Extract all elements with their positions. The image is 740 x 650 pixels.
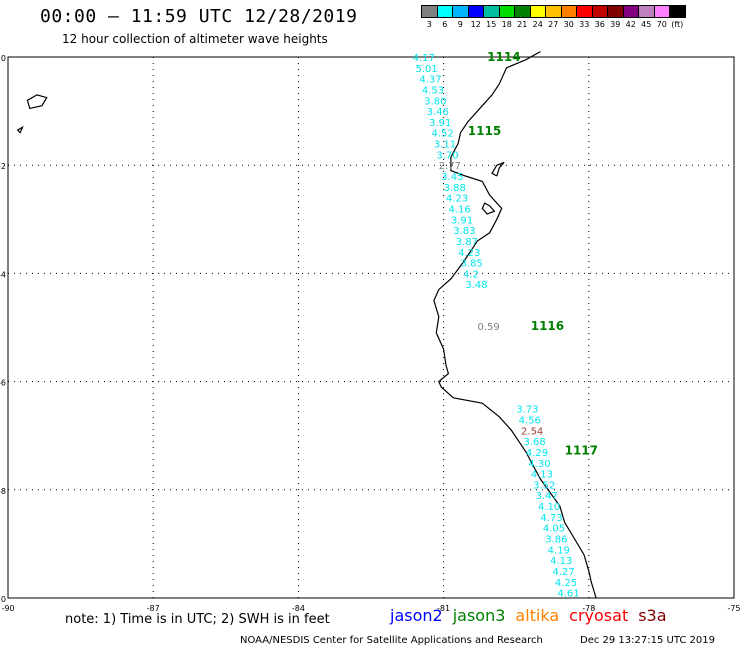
wave-height-label: 3.70 — [436, 150, 458, 161]
wave-height-label: 2.77 — [439, 161, 461, 172]
wave-height-label: 3.88 — [444, 183, 466, 194]
wave-height-label: 4.17 — [413, 53, 435, 64]
wave-height-label: 4.37 — [419, 75, 441, 86]
wave-height-label: 4.19 — [548, 545, 570, 556]
island-outline — [481, 202, 496, 215]
mission-jason2: jason2 — [390, 606, 443, 625]
wave-height-label: 4.23 — [458, 248, 480, 259]
wave-height-label: 3.85 — [461, 259, 483, 270]
wave-height-label: 3.68 — [523, 437, 545, 448]
wave-height-label: 0.59 — [477, 322, 499, 333]
wave-height-label: 3.47 — [536, 491, 558, 502]
wave-height-colorbar: 3 6 9 12 15 18 21 24 27 30 33 36 39 42 45 70 (ft) — [421, 5, 686, 29]
wave-height-label: 3.91 — [451, 215, 473, 226]
map-frame — [7, 56, 735, 599]
gulf-shoreline — [491, 161, 505, 177]
wave-height-label: 3.87 — [456, 237, 478, 248]
mission-s3a: s3a — [638, 606, 667, 625]
colorbar-label: 39 — [610, 20, 621, 29]
wave-height-label: 3.11 — [434, 140, 456, 151]
wave-height-label: 4.29 — [526, 448, 548, 459]
galapagos-island — [26, 94, 48, 110]
wave-height-label: 3.52 — [533, 480, 555, 491]
wave-height-label: 4.27 — [553, 567, 575, 578]
mission-cryosat: cryosat — [569, 606, 629, 625]
colorbar-label: 21 — [517, 20, 528, 29]
x-tick-label: -81 — [437, 604, 450, 613]
wave-height-label: 4.2 — [463, 269, 479, 280]
wave-height-label: 2.54 — [521, 426, 543, 437]
wave-height-label: 3.91 — [429, 118, 451, 129]
colorbar-label: 12 — [470, 20, 481, 29]
colorbar-label: 18 — [501, 20, 512, 29]
wave-height-label: 4.53 — [422, 85, 444, 96]
credit-text: NOAA/NESDIS Center for Satellite Applica… — [240, 635, 543, 646]
mission-legend: jason2 jason3 altika cryosat s3a — [390, 606, 677, 625]
colorbar-label: 36 — [594, 20, 605, 29]
wave-height-label: 4.30 — [528, 459, 550, 470]
colorbar-label: 42 — [625, 20, 636, 29]
wave-height-label: 3.80 — [424, 96, 446, 107]
colorbar-labels: 3 6 9 12 15 18 21 24 27 30 33 36 39 42 45 70 (ft) — [422, 20, 686, 29]
wave-height-label: 3.48 — [465, 280, 487, 291]
wave-height-label: 4.13 — [531, 470, 553, 481]
wave-height-label: 4.25 — [555, 578, 577, 589]
wave-height-label: 4.05 — [543, 524, 565, 535]
wave-height-label: 3.86 — [545, 534, 567, 545]
track-number-label: 1114 — [487, 50, 520, 64]
wave-height-label: 3.46 — [427, 107, 449, 118]
track-number-label: 1115 — [468, 124, 501, 138]
colorbar-label: 33 — [579, 20, 590, 29]
wave-height-label: 4.23 — [446, 194, 468, 205]
timestamp-text: Dec 29 13:27:15 UTC 2019 — [580, 635, 715, 646]
mission-jason3: jason3 — [452, 606, 506, 625]
y-tick-label: -4 — [0, 270, 6, 279]
wave-height-label: 4.16 — [448, 204, 470, 215]
y-tick-label: -10 — [0, 595, 6, 604]
wave-height-label: 4.52 — [432, 129, 454, 140]
galapagos-island — [16, 125, 24, 134]
y-tick-label: -2 — [0, 162, 6, 171]
colorbar-label: 30 — [563, 20, 574, 29]
wave-height-label: 4.73 — [540, 513, 562, 524]
colorbar-label: 27 — [548, 20, 559, 29]
y-tick-label: 0 — [1, 54, 6, 63]
units-note: note: 1) Time is in UTC; 2) SWH is in fe… — [65, 612, 330, 627]
x-tick-label: -87 — [147, 604, 160, 613]
x-tick-label: -90 — [1, 604, 14, 613]
colorbar-label: 6 — [442, 20, 448, 29]
colorbar-label: (ft) — [671, 20, 684, 29]
x-tick-label: -84 — [292, 604, 305, 613]
colorbar-label: 9 — [457, 20, 463, 29]
wave-height-label: 4.10 — [538, 502, 560, 513]
colorbar-cells — [421, 5, 686, 18]
wave-height-label: 4.61 — [557, 589, 579, 600]
track-number-label: 1117 — [565, 443, 598, 457]
wave-height-label: 4.56 — [519, 415, 541, 426]
colorbar-label: 70 — [656, 20, 667, 29]
y-tick-label: -6 — [0, 379, 6, 388]
wave-height-label: 3.73 — [516, 405, 538, 416]
coastline — [433, 51, 597, 599]
wave-height-label: 3.45 — [441, 172, 463, 183]
colorbar-label: 15 — [486, 20, 497, 29]
map-subtitle: 12 hour collection of altimeter wave hei… — [62, 32, 328, 46]
colorbar-cell — [669, 5, 686, 18]
wave-height-label: 4.13 — [550, 556, 572, 567]
y-tick-label: -8 — [0, 487, 6, 496]
wave-height-label: 5.01 — [416, 64, 438, 75]
colorbar-label: 24 — [532, 20, 543, 29]
x-tick-label: -78 — [582, 604, 595, 613]
track-number-label: 1116 — [531, 319, 564, 333]
wave-height-label: 3.83 — [453, 226, 475, 237]
x-tick-label: -75 — [727, 604, 740, 613]
map-title: 00:00 – 11:59 UTC 12/28/2019 — [40, 6, 358, 27]
mission-altika: altika — [515, 606, 560, 625]
colorbar-label: 3 — [426, 20, 432, 29]
colorbar-label: 45 — [641, 20, 652, 29]
